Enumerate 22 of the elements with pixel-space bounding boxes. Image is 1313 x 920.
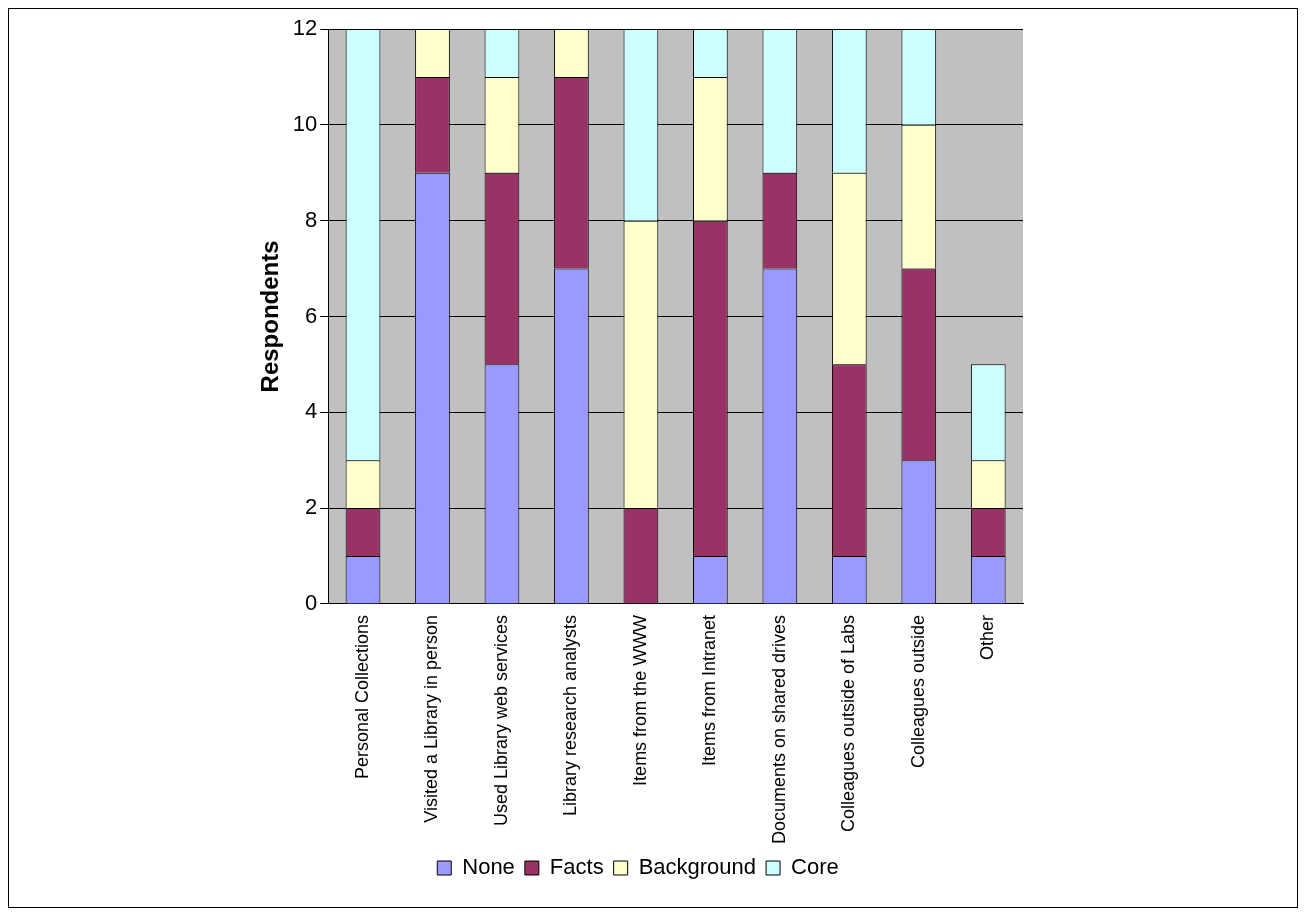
x-tick-label: Items from Intranet bbox=[699, 614, 720, 766]
x-tick-label: Other bbox=[977, 614, 998, 660]
y-tick-label: 0 bbox=[305, 589, 318, 615]
legend-label: Background bbox=[638, 854, 757, 880]
x-tick-label: Colleagues outside of Labs bbox=[838, 614, 859, 833]
y-tick-label: 12 bbox=[292, 15, 318, 41]
y-tick-label: 10 bbox=[292, 110, 318, 136]
y-axis-title: Respondents bbox=[256, 240, 284, 393]
x-tick-label: Visited a Library in person bbox=[421, 614, 442, 823]
x-tick-label: Used Library web services bbox=[490, 614, 511, 826]
y-tick-label: 6 bbox=[305, 302, 318, 328]
y-tick-label: 4 bbox=[305, 398, 318, 424]
x-tick-label: Items from the WWW bbox=[629, 614, 650, 786]
legend-label: Facts bbox=[549, 854, 604, 880]
x-tick-label: Documents on shared drives bbox=[768, 614, 789, 845]
legend-label: Core bbox=[791, 854, 839, 880]
x-tick-label: Colleagues outside bbox=[907, 614, 928, 768]
y-tick-label: 2 bbox=[305, 494, 318, 520]
legend-label: None bbox=[462, 854, 515, 880]
x-tick-label: Personal Collections bbox=[351, 614, 372, 779]
y-tick-label: 8 bbox=[305, 206, 318, 232]
x-tick-label: Library research analysts bbox=[560, 614, 581, 816]
